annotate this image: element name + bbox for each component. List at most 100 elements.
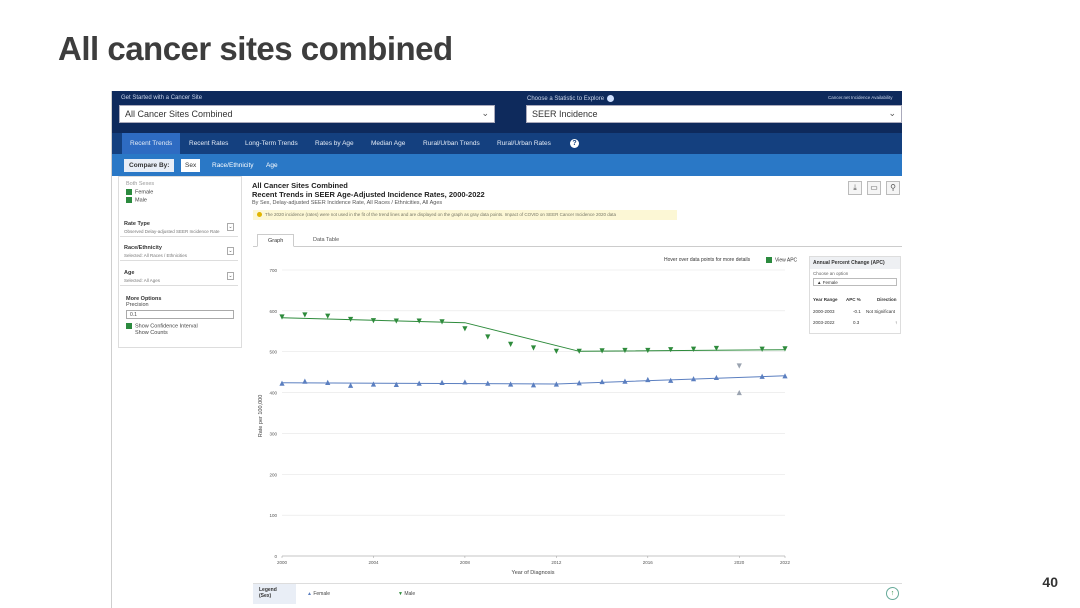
view-apc-checkbox[interactable]: View APC <box>766 257 797 263</box>
data-point-female <box>599 378 605 385</box>
more-options-section: More Options Precision 0.1 Show Confiden… <box>126 296 234 336</box>
tab-median-age[interactable]: Median Age <box>371 140 406 147</box>
data-point-male <box>485 334 491 340</box>
y-tick-label: 400 <box>269 391 277 396</box>
data-point-female <box>782 373 788 379</box>
legend-item-male[interactable]: ▼ Male <box>398 591 416 597</box>
data-point-male <box>736 363 742 369</box>
info-icon[interactable] <box>607 95 615 102</box>
legend-item-female[interactable]: ▲ Female <box>307 591 331 597</box>
chart-series <box>281 317 786 385</box>
data-point-female <box>576 380 582 386</box>
view-tabs: Graph Data Table <box>253 234 902 247</box>
age-title: Age <box>124 270 135 276</box>
slide-page-number: 40 <box>1042 574 1058 590</box>
x-axis-label: Year of Diagnosis <box>512 570 555 576</box>
data-point-male <box>668 347 674 353</box>
chevron-down-icon: ⌄ <box>227 272 234 280</box>
data-point-female <box>370 381 377 387</box>
both-sexes-option[interactable]: Both Sexes <box>126 181 155 187</box>
statistic-select-value: SEER Incidence <box>532 109 598 119</box>
data-point-female <box>325 379 331 385</box>
statistic-select[interactable]: SEER Incidence ⌄ <box>526 105 902 123</box>
download-image-icon[interactable]: ⤓ <box>848 181 862 195</box>
compare-sex-option[interactable]: Sex <box>181 159 201 172</box>
tab-data-table[interactable]: Data Table <box>313 237 340 243</box>
data-point-male <box>759 346 765 352</box>
data-point-female <box>690 376 697 382</box>
female-checkbox[interactable]: Female <box>126 189 153 195</box>
data-point-male <box>462 326 468 332</box>
chart-title-site: All Cancer Sites Combined <box>252 181 348 190</box>
confidence-interval-checkbox[interactable]: Show Confidence Interval <box>126 323 234 329</box>
x-tick-label: 2008 <box>460 560 471 565</box>
statistic-select-label: Choose a Statistic to Explore <box>527 95 615 102</box>
apc-panel: Annual Percent Change (APC) Choose an op… <box>809 256 901 334</box>
x-tick-label: 2022 <box>780 560 791 565</box>
data-point-female <box>416 380 422 386</box>
x-tick-label: 2020 <box>734 560 745 565</box>
apc-choose-label: Choose an option <box>813 271 849 276</box>
compare-age-option[interactable]: Age <box>266 162 278 169</box>
y-tick-label: 0 <box>274 554 277 559</box>
y-tick-label: 300 <box>269 431 277 436</box>
male-checkbox[interactable]: Male <box>126 197 147 203</box>
compare-race-option[interactable]: Race/Ethnicity <box>212 162 254 169</box>
data-point-female <box>736 389 742 396</box>
data-point-male <box>347 316 354 323</box>
data-point-female <box>393 381 399 387</box>
checkbox-checked-icon <box>126 323 132 329</box>
hover-hint: Hover over data points for more details <box>664 257 751 263</box>
data-point-male <box>530 345 537 351</box>
precision-label: Precision <box>126 302 149 308</box>
chevron-down-icon: ⌄ <box>227 223 234 231</box>
cancer-site-select[interactable]: All Cancer Sites Combined ⌄ <box>119 105 495 123</box>
accessibility-link[interactable]: Cancer.net Incidence Availability <box>828 95 893 100</box>
cancer-site-select-value: All Cancer Sites Combined <box>125 109 233 119</box>
chevron-down-icon: ⌄ <box>227 247 234 255</box>
age-selector[interactable]: Age Selected: All Ages ⌄ <box>120 268 238 286</box>
tab-long-term-trends[interactable]: Long-Term Trends <box>245 140 298 147</box>
data-point-male <box>302 312 308 318</box>
y-tick-label: 200 <box>269 472 277 477</box>
data-point-male <box>393 318 399 324</box>
data-point-male <box>599 348 605 354</box>
chart-title: Recent Trends in SEER Age-Adjusted Incid… <box>252 190 485 199</box>
data-point-female <box>508 381 514 387</box>
tab-graph[interactable]: Graph <box>257 234 295 247</box>
race-ethnicity-selector[interactable]: Race/Ethnicity Selected: All Races / Eth… <box>120 243 238 261</box>
chart-header: All Cancer Sites Combined Recent Trends … <box>252 181 485 206</box>
chevron-down-icon: ⌄ <box>888 108 896 118</box>
scroll-to-top-icon[interactable]: ↑ <box>886 587 899 600</box>
tab-rural-urban-rates[interactable]: Rural/Urban Rates <box>497 140 551 147</box>
data-point-male <box>325 313 331 319</box>
tab-recent-trends[interactable]: Recent Trends <box>122 133 181 154</box>
age-value: Selected: All Ages <box>124 278 161 283</box>
x-tick-label: 2016 <box>643 560 654 565</box>
tab-rural-urban-trends[interactable]: Rural/Urban Trends <box>423 140 480 147</box>
rate-type-selector[interactable]: Rate Type Observed Delay-adjusted SEER I… <box>120 219 238 237</box>
data-point-female <box>279 380 285 386</box>
race-value: Selected: All Races / Ethnicities <box>124 253 188 258</box>
precision-select[interactable]: 0.1 <box>126 310 234 319</box>
apc-series-select[interactable]: ▲ Female <box>813 278 897 286</box>
data-point-male <box>279 314 285 320</box>
checkbox-checked-icon <box>126 189 132 195</box>
download-data-icon[interactable]: ▭ <box>867 181 881 195</box>
data-point-female <box>530 382 537 388</box>
help-icon[interactable]: ? <box>570 139 579 148</box>
legend-bar: Legend (Sex) ▲ Female ▼ Male ↑ <box>253 583 902 604</box>
data-point-female <box>439 379 445 385</box>
x-tick-label: 2012 <box>551 560 562 565</box>
tab-recent-rates[interactable]: Recent Rates <box>189 140 229 147</box>
x-tick-label: 2004 <box>368 560 379 565</box>
data-point-female <box>485 380 491 386</box>
tab-rates-by-age[interactable]: Rates by Age <box>315 140 354 147</box>
link-icon[interactable]: ⚲ <box>886 181 900 195</box>
triangle-down-icon: ▼ <box>398 591 403 597</box>
show-counts-option[interactable]: Show Counts <box>135 330 168 337</box>
data-point-female <box>622 378 628 384</box>
checkbox-checked-icon <box>766 257 772 263</box>
data-point-female <box>347 382 354 388</box>
